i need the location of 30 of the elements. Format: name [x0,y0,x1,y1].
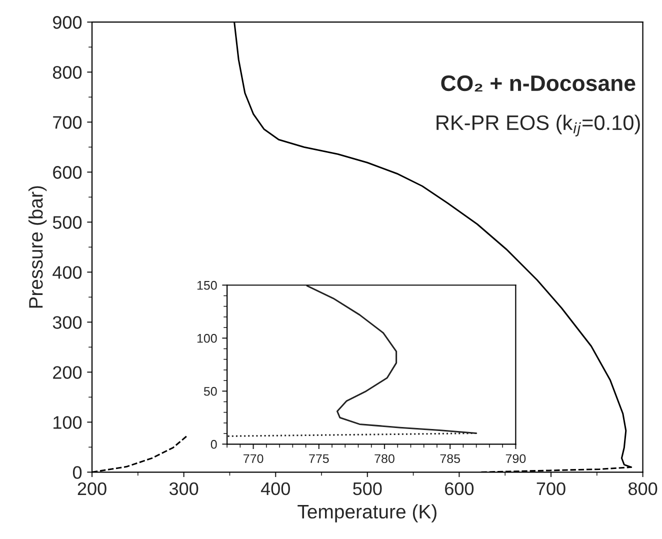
text: CO₂ + n-Docosane [441,75,636,92]
y-tick-label: 200 [53,366,82,379]
y-tick-label: 800 [52,66,82,79]
text: RK-PR EOS (k$_{ij}$=0.10) [436,114,640,136]
y-tick-label: 600 [53,166,82,179]
y-tick-label: 700 [53,116,82,129]
x-tick-label: 400 [260,482,290,496]
y-tick-label: 0 [72,466,82,479]
y-tick-label: 500 [52,216,82,229]
y-tick-label: 300 [52,316,82,329]
x-tick-label: 770 [244,454,264,464]
x-tick-label: 780 [374,454,394,464]
x-tick-label: 200 [78,482,106,496]
y-tick-label: 0 [210,440,217,449]
y-tick-label: 100 [54,416,82,429]
y-tick-label: 50 [204,386,217,396]
y-tick-label: 100 [197,334,217,343]
x-tick-label: 700 [536,482,566,496]
x-axis-title: Temperature (K) [298,504,436,522]
y-tick-label: 900 [53,16,82,29]
x-tick-label: 800 [628,482,658,496]
x-tick-label: 500 [353,482,382,496]
x-tick-label: 600 [445,482,474,496]
x-tick-label: 785 [440,454,460,464]
x-tick-label: 300 [169,482,198,496]
y-axis-title: Pressure (bar) [28,186,47,308]
y-tick-label: 150 [197,280,217,290]
x-tick-label: 790 [506,454,526,464]
x-tick-label: 775 [309,454,329,464]
y-tick-label: 400 [52,266,82,279]
